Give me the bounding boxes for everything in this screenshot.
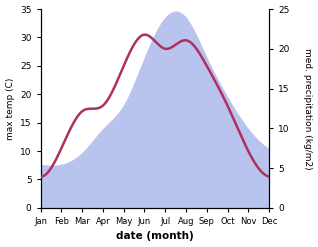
X-axis label: date (month): date (month) — [116, 231, 194, 242]
Y-axis label: med. precipitation (kg/m2): med. precipitation (kg/m2) — [303, 48, 313, 169]
Y-axis label: max temp (C): max temp (C) — [5, 77, 15, 140]
